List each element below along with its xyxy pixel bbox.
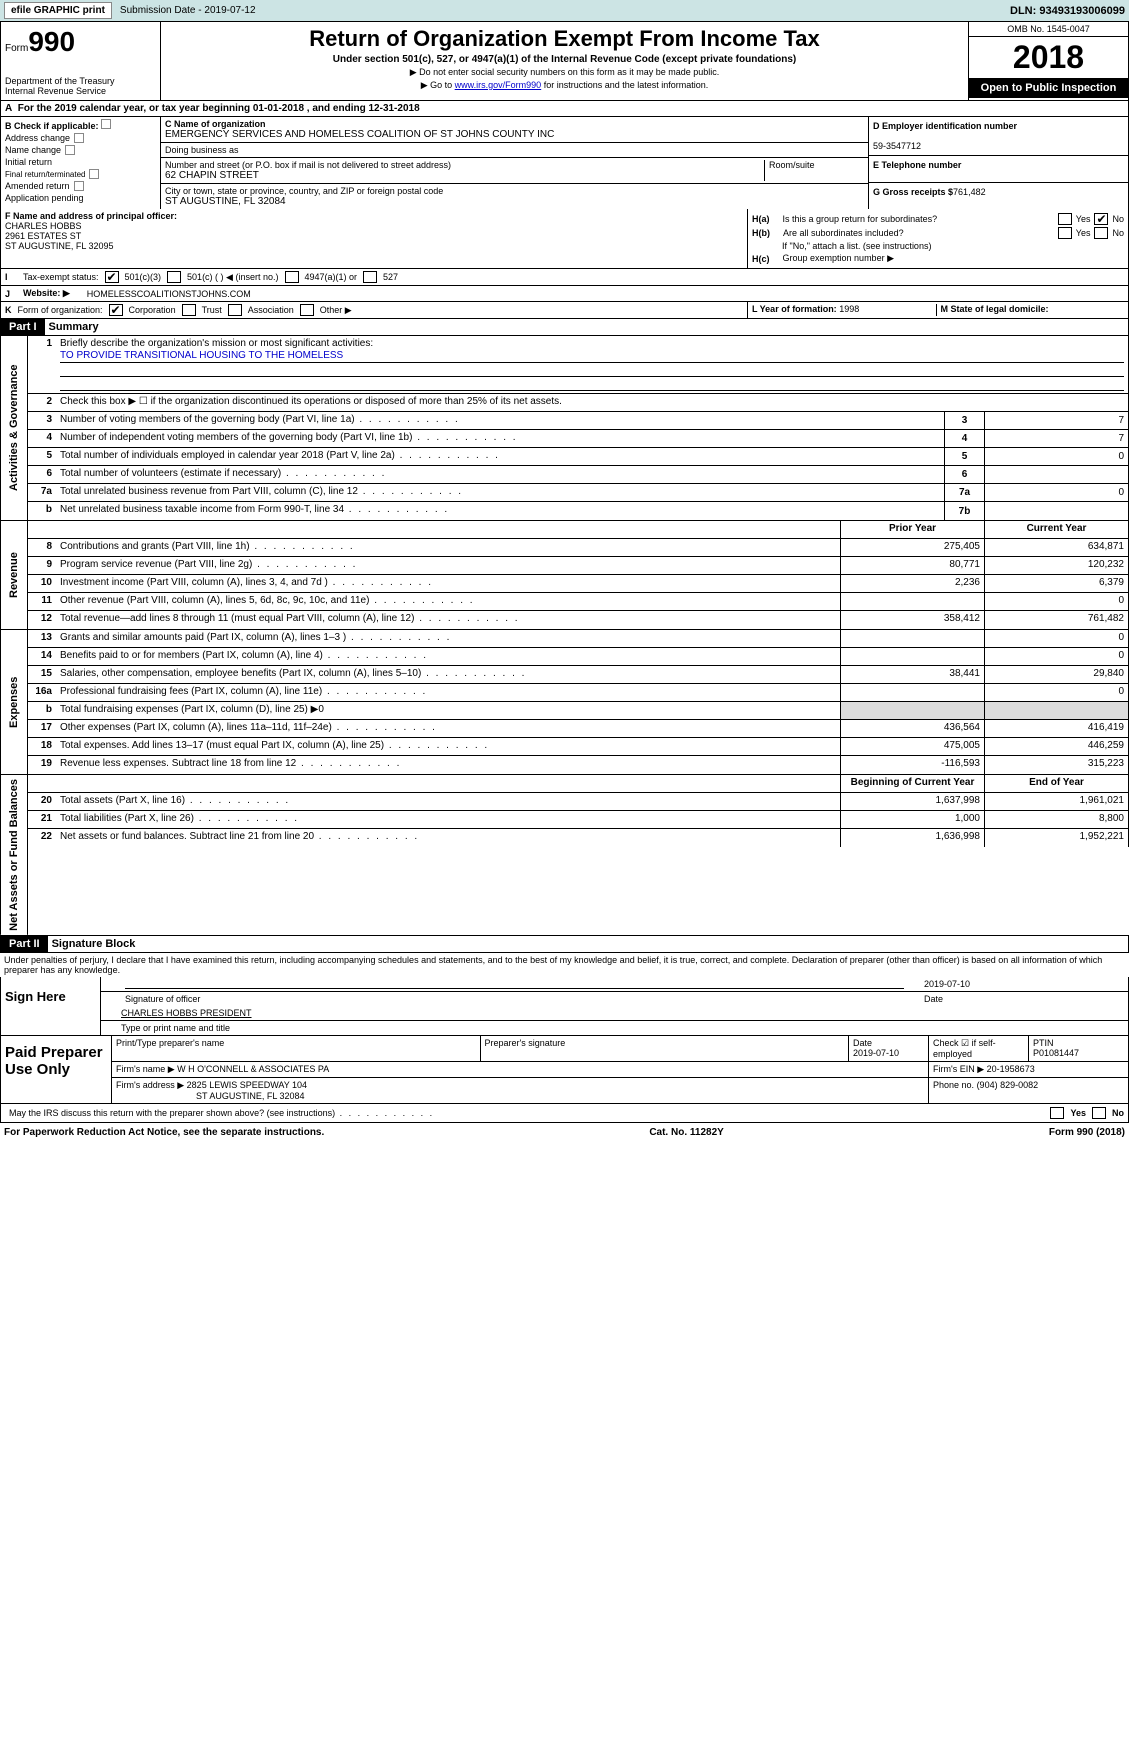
city-state-zip: ST AUGUSTINE, FL 32084 xyxy=(165,196,286,207)
submission-date: Submission Date - 2019-07-12 xyxy=(120,5,256,16)
val-6 xyxy=(984,466,1128,483)
form-header: Form990 Department of the Treasury Inter… xyxy=(0,21,1129,101)
val-4: 7 xyxy=(984,430,1128,447)
dln-number: DLN: 93493193006099 xyxy=(1010,5,1125,17)
val-7a: 0 xyxy=(984,484,1128,501)
firm-phone: (904) 829-0082 xyxy=(977,1080,1039,1090)
perjury-text: Under penalties of perjury, I declare th… xyxy=(0,953,1129,977)
main-title: Return of Organization Exempt From Incom… xyxy=(165,26,964,52)
top-bar: efile GRAPHIC print Submission Date - 20… xyxy=(0,0,1129,21)
discuss-no[interactable] xyxy=(1092,1107,1106,1119)
side-governance: Activities & Governance xyxy=(0,336,28,520)
ha-no[interactable] xyxy=(1094,213,1108,225)
hb-yes[interactable] xyxy=(1058,227,1072,239)
website-url: HOMELESSCOALITIONSTJOHNS.COM xyxy=(87,289,251,299)
firm-addr: 2825 LEWIS SPEEDWAY 104 xyxy=(187,1080,307,1090)
paid-preparer-label: Paid Preparer Use Only xyxy=(1,1036,111,1103)
chk-501c3[interactable] xyxy=(105,271,119,283)
val-7b xyxy=(984,502,1128,520)
firm-ein: 20-1958673 xyxy=(987,1064,1035,1074)
row-a-calendar: A For the 2019 calendar year, or tax yea… xyxy=(0,101,1129,117)
row-f-officer: F Name and address of principal officer:… xyxy=(0,209,1129,269)
discuss-row: May the IRS discuss this return with the… xyxy=(0,1104,1129,1123)
ptin: P01081447 xyxy=(1033,1048,1079,1058)
irs-label: Internal Revenue Service xyxy=(5,86,156,96)
irs-link[interactable]: www.irs.gov/Form990 xyxy=(455,80,542,90)
sign-here-label: Sign Here xyxy=(1,977,101,1035)
chk-corp[interactable] xyxy=(109,304,123,316)
row-j-website: JWebsite: ▶ HOMELESSCOALITIONSTJOHNS.COM xyxy=(0,286,1129,302)
form-number: 990 xyxy=(28,26,75,57)
discuss-yes[interactable] xyxy=(1050,1107,1064,1119)
signature-section: Sign Here 2019-07-10 Signature of office… xyxy=(0,977,1129,1104)
street-address: 62 CHAPIN STREET xyxy=(165,170,259,181)
row-i-tax-status: ITax-exempt status: 501(c)(3) 501(c) ( )… xyxy=(0,269,1129,286)
subtitle: Under section 501(c), 527, or 4947(a)(1)… xyxy=(165,54,964,65)
department: Department of the Treasury xyxy=(5,76,156,86)
year-formation: 1998 xyxy=(839,304,859,314)
sig-date: 2019-07-10 xyxy=(924,979,970,989)
row-k-l: K Form of organization: Corporation Trus… xyxy=(0,302,1129,319)
form-prefix: Form xyxy=(5,43,28,54)
col-b-checkboxes: B Check if applicable: Address change Na… xyxy=(1,117,161,209)
signer-name: CHARLES HOBBS PRESIDENT xyxy=(121,1008,252,1018)
col-c-org: C Name of organizationEMERGENCY SERVICES… xyxy=(161,117,868,209)
prep-date: 2019-07-10 xyxy=(853,1048,899,1058)
part-1-header: Part I Summary xyxy=(0,319,1129,336)
instruction-1: ▶ Do not enter social security numbers o… xyxy=(165,67,964,78)
firm-name: W H O'CONNELL & ASSOCIATES PA xyxy=(177,1064,329,1074)
chk-address[interactable] xyxy=(74,133,84,143)
mission-text: TO PROVIDE TRANSITIONAL HOUSING TO THE H… xyxy=(60,349,1124,363)
val-3: 7 xyxy=(984,412,1128,429)
omb-number: OMB No. 1545-0047 xyxy=(969,22,1128,37)
tax-year: 2018 xyxy=(969,37,1128,78)
part-2-header: Part II Signature Block xyxy=(0,936,1129,953)
chk-final[interactable] xyxy=(89,169,99,179)
efile-button[interactable]: efile GRAPHIC print xyxy=(4,2,112,19)
col-d-ein: D Employer identification number59-35477… xyxy=(868,117,1128,209)
org-name: EMERGENCY SERVICES AND HOMELESS COALITIO… xyxy=(165,129,554,140)
ein-value: 59-3547712 xyxy=(873,141,921,151)
gross-receipts: 761,482 xyxy=(953,187,986,197)
section-bcd: B Check if applicable: Address change Na… xyxy=(0,117,1129,209)
instruction-2: ▶ Go to www.irs.gov/Form990 for instruct… xyxy=(165,80,964,91)
ha-yes[interactable] xyxy=(1058,213,1072,225)
chk-amended[interactable] xyxy=(74,181,84,191)
footer: For Paperwork Reduction Act Notice, see … xyxy=(0,1123,1129,1142)
hb-no[interactable] xyxy=(1094,227,1108,239)
open-to-public: Open to Public Inspection xyxy=(969,78,1128,98)
chk-name[interactable] xyxy=(65,145,75,155)
val-5: 0 xyxy=(984,448,1128,465)
officer-name: CHARLES HOBBS xyxy=(5,221,82,231)
